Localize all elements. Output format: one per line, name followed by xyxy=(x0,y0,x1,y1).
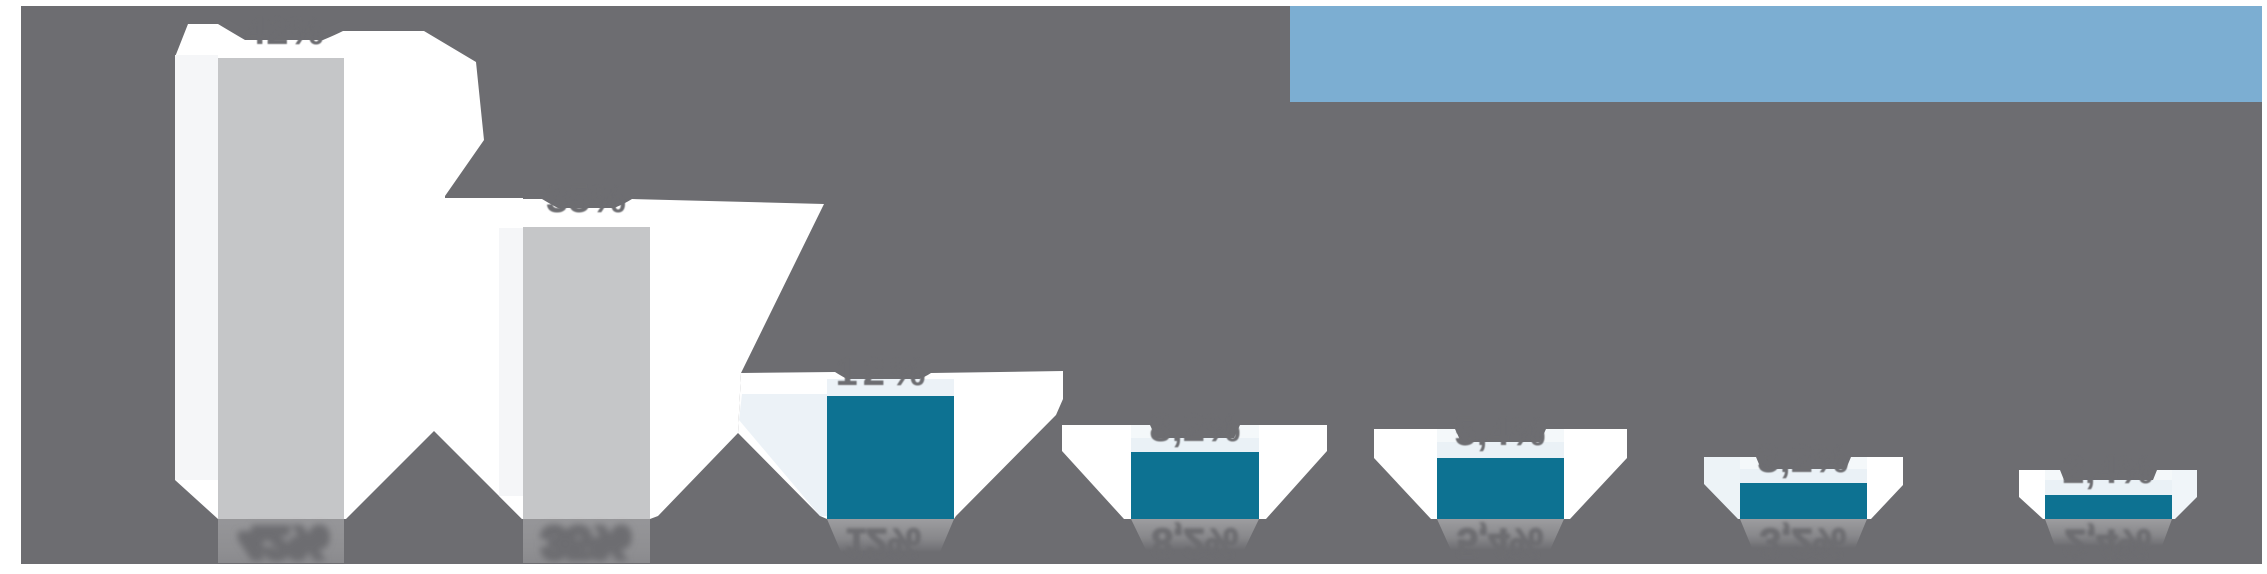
svg-text:42%: 42% xyxy=(244,9,324,53)
svg-text:5,4%: 5,4% xyxy=(1457,520,1544,562)
svg-text:3,2%: 3,2% xyxy=(1760,520,1847,562)
svg-text:3,2%: 3,2% xyxy=(1757,437,1848,481)
svg-text:12%: 12% xyxy=(845,520,921,562)
svg-text:12%: 12% xyxy=(835,350,930,394)
svg-text:2,4%: 2,4% xyxy=(2065,521,2152,563)
svg-text:8,2%: 8,2% xyxy=(1152,520,1239,562)
svg-text:8,2%: 8,2% xyxy=(1149,406,1240,450)
svg-text:35%: 35% xyxy=(546,177,626,221)
svg-text:5,4%: 5,4% xyxy=(1454,410,1545,454)
svg-text:2,4%: 2,4% xyxy=(2062,448,2153,492)
svg-text:35%: 35% xyxy=(542,518,630,567)
svg-text:42%: 42% xyxy=(240,518,328,567)
